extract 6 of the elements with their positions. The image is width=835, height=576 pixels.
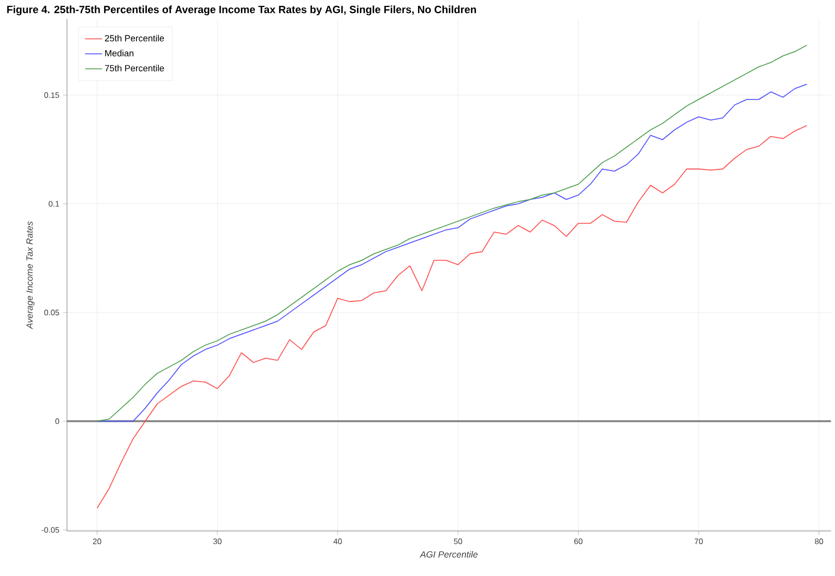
legend-label: 25th Percentile	[104, 34, 164, 42]
x-axis-title: AGI Percentile	[420, 551, 478, 558]
chart-title: Figure 4. 25th-75th Percentiles of Average Income Tax Rates by AGI, Single Filers, No Children	[7, 6, 476, 16]
legend-label: Median	[105, 50, 134, 56]
y-axis-title: Average Income Tax Rates	[26, 221, 34, 330]
legend-label: 75th Percentile	[104, 64, 164, 72]
